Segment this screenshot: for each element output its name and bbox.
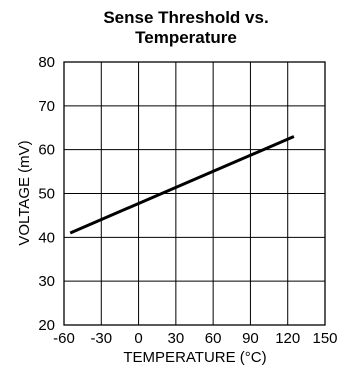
- y-tick-label: 40: [38, 229, 55, 246]
- x-tick-label: 90: [242, 330, 259, 347]
- series-line: [69, 135, 295, 235]
- series-layer: [69, 135, 295, 235]
- chart-title-line-2: Temperature: [135, 28, 237, 47]
- y-tick-label: 70: [38, 98, 55, 115]
- y-tick-label: 20: [38, 317, 55, 334]
- y-axis-label: VOLTAGE (mV): [16, 140, 33, 245]
- plot-frame: [63, 61, 326, 326]
- x-tick-label: 60: [205, 330, 222, 347]
- x-tick-label: -30: [90, 330, 112, 347]
- y-tick-label: 50: [38, 186, 55, 203]
- x-axis-ticks: -60 -30 0 30 60 90 120 150: [53, 330, 337, 347]
- y-axis-ticks: 20 30 40 50 60 70 80: [38, 54, 55, 334]
- y-tick-label: 80: [38, 54, 55, 71]
- y-tick-label: 30: [38, 273, 55, 290]
- x-tick-label: 0: [134, 330, 142, 347]
- x-tick-label: 30: [168, 330, 185, 347]
- x-tick-label: 150: [312, 330, 337, 347]
- x-tick-label: -60: [53, 330, 75, 347]
- y-tick-label: 60: [38, 142, 55, 159]
- grid-layer: [64, 62, 325, 325]
- chart-title-line-1: Sense Threshold vs.: [103, 8, 268, 27]
- x-tick-label: 120: [275, 330, 300, 347]
- x-axis-label: TEMPERATURE (°C): [123, 349, 266, 366]
